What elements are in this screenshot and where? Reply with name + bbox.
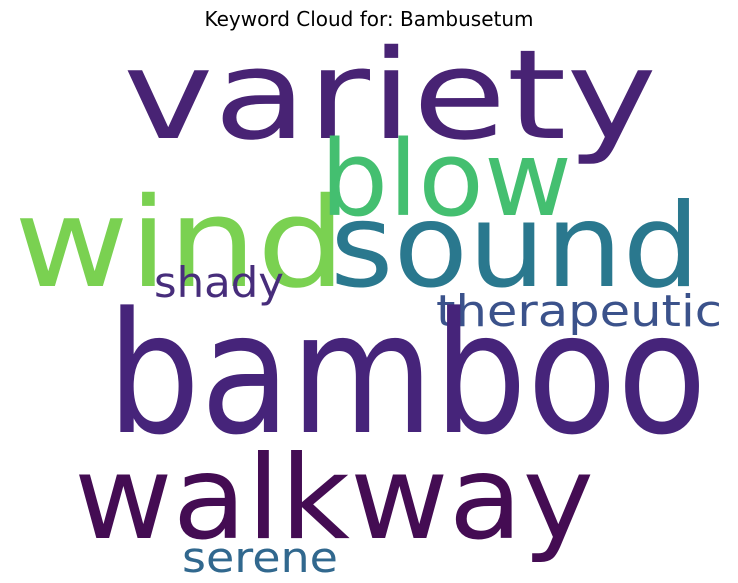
word-therapeutic: therapeutic [436,286,722,337]
word-blow: blow [320,118,572,240]
word-variety: variety [123,24,657,168]
word-bamboo: bamboo [107,276,707,472]
word-serene: serene [182,533,338,582]
word-wind: wind [14,172,346,316]
word-sound: sound [330,179,700,314]
word-shady: shady [154,258,284,307]
word-walkway: walkway [74,431,594,566]
figure-title: Keyword Cloud for: Bambusetum [204,7,534,31]
